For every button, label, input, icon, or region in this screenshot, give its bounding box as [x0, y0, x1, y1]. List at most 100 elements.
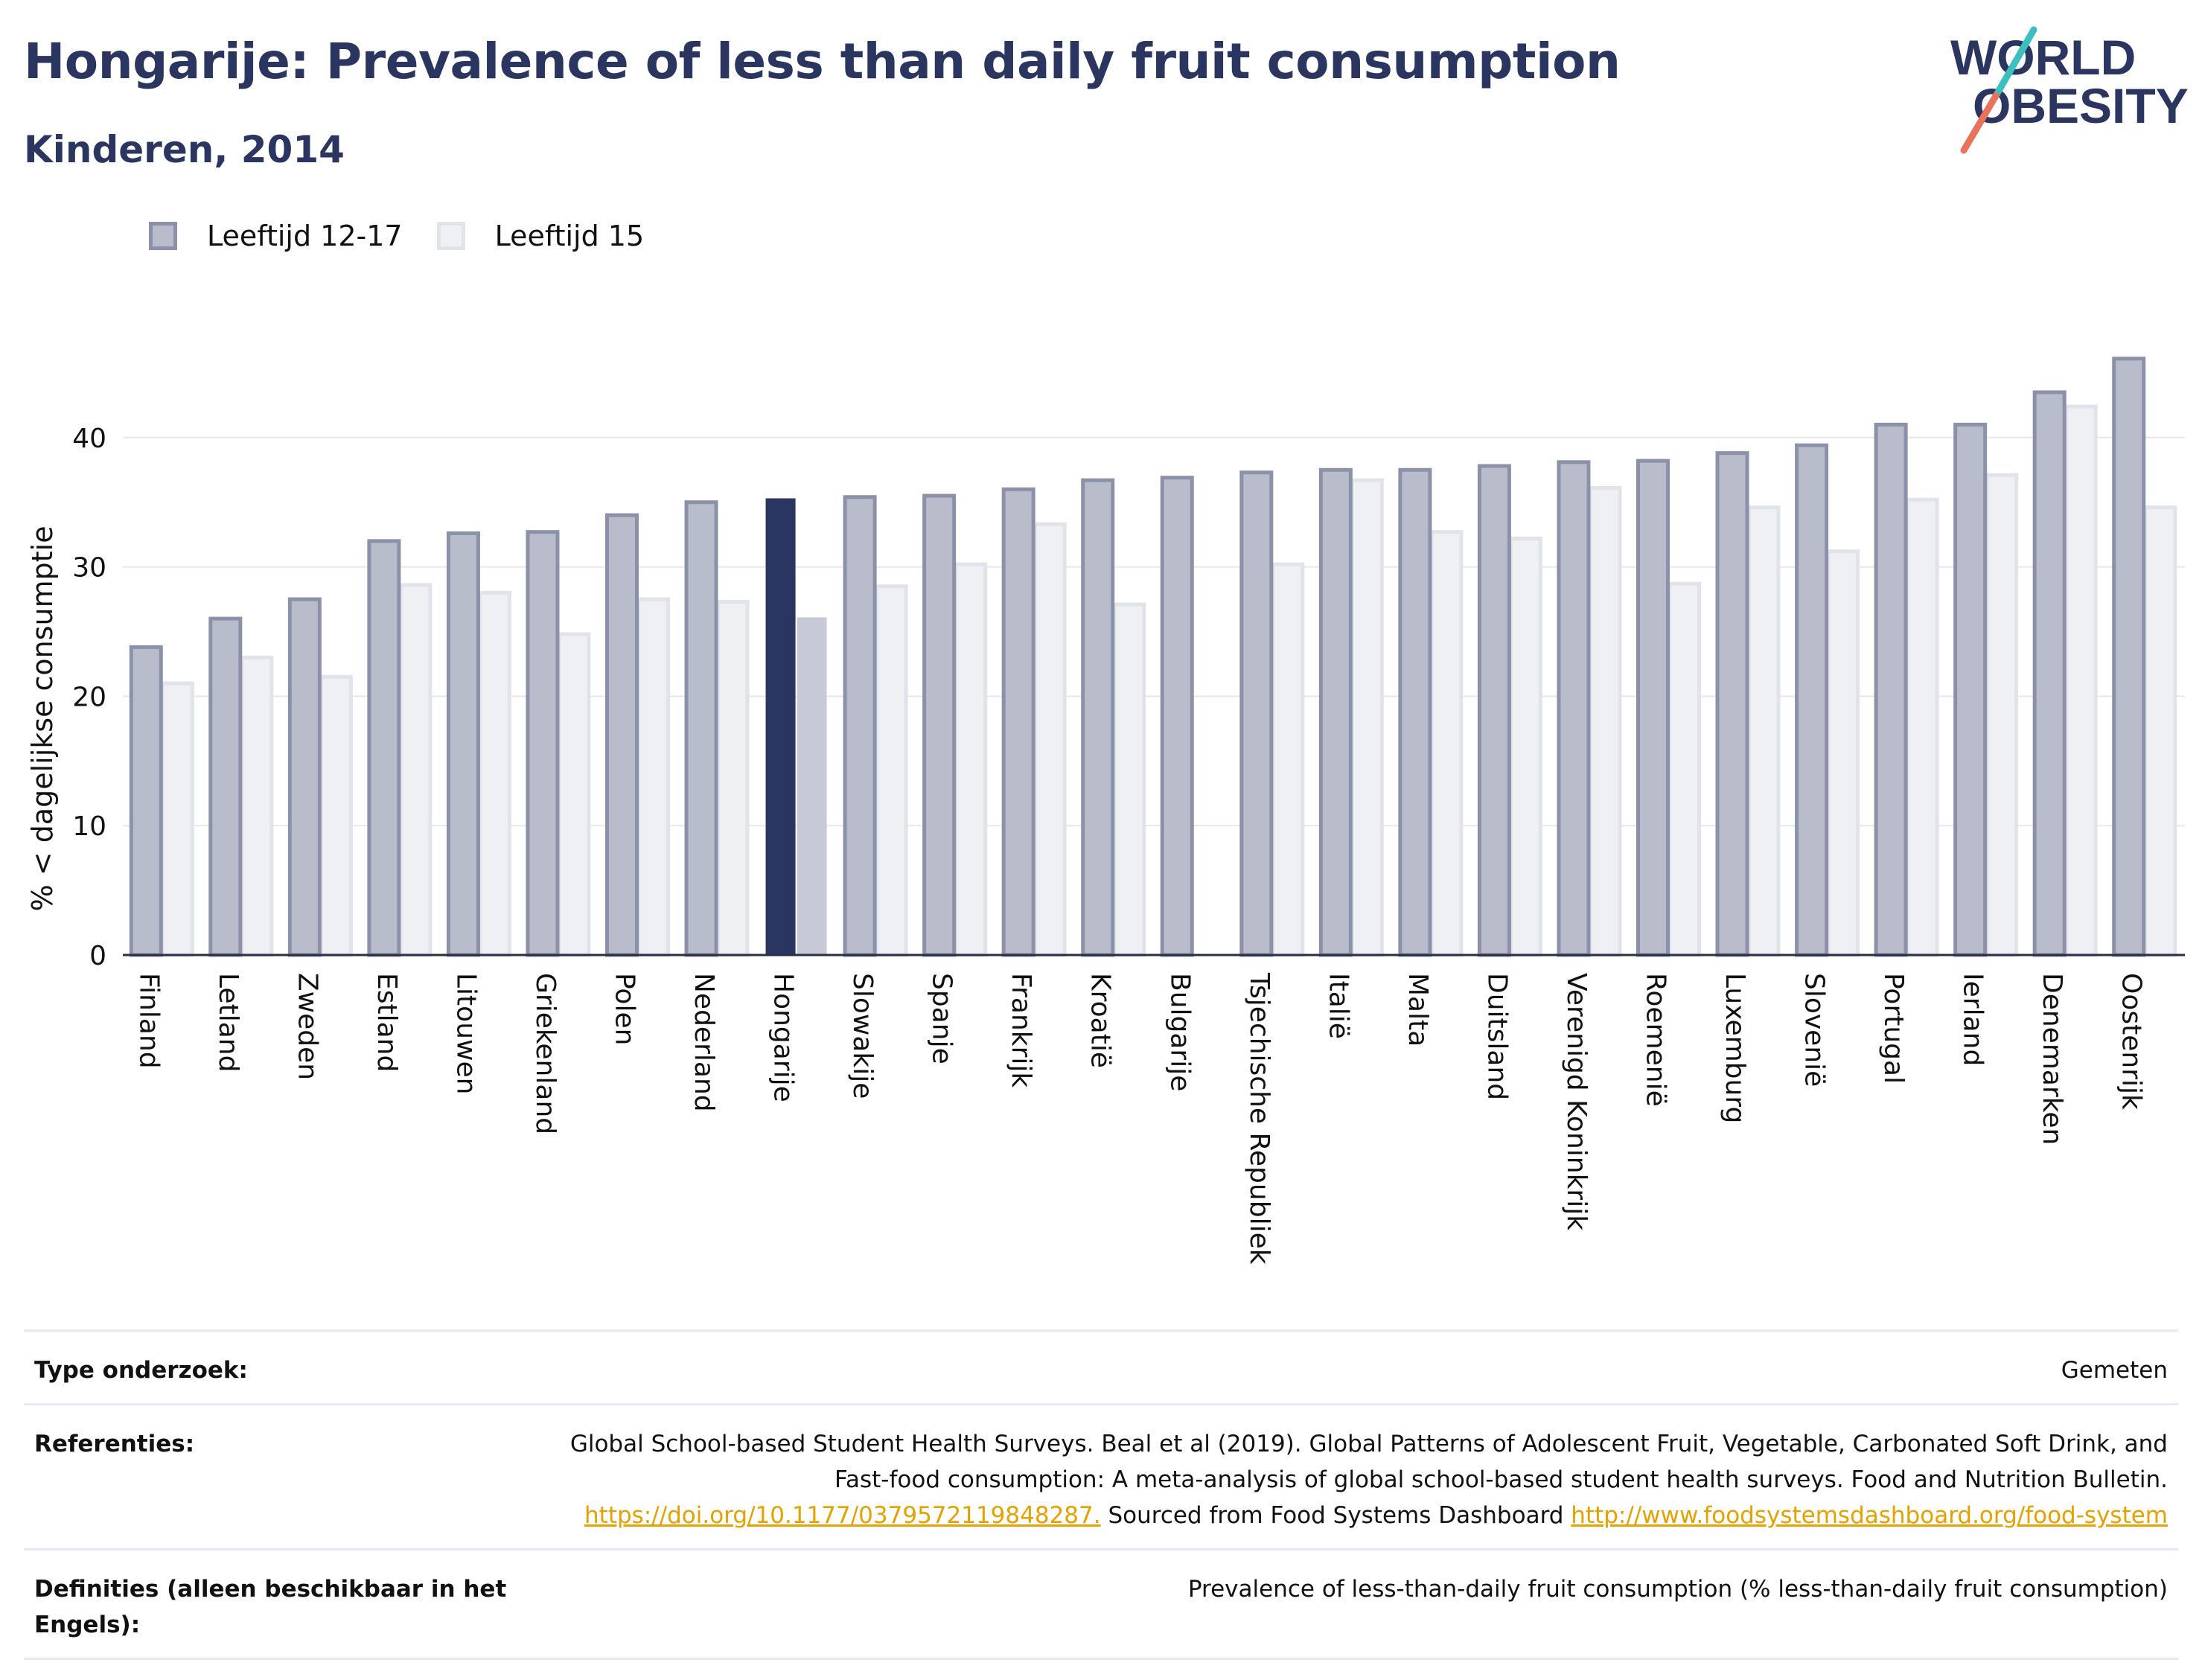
legend-swatch-15: [436, 222, 465, 250]
x-tick-label: Litouwen: [450, 973, 481, 1094]
x-tick-label: Kroatië: [1085, 973, 1116, 1068]
bar-leeftijd-12-17: [1398, 467, 1432, 957]
bar-leeftijd-12-17: [1874, 422, 1908, 957]
bar-leeftijd-15: [874, 584, 908, 957]
x-tick-label: Finland: [133, 973, 164, 1069]
bar-leeftijd-15: [160, 681, 194, 957]
bar-leeftijd-15: [715, 600, 750, 957]
chart-legend: Leeftijd 12-17 Leeftijd 15: [149, 220, 644, 252]
x-tick-label: Oostenrijk: [2116, 973, 2147, 1110]
bar-leeftijd-12-17: [526, 530, 560, 957]
bar-leeftijd-12-17: [2112, 357, 2146, 957]
x-tick-label: Slowakije: [847, 973, 878, 1099]
bar-leeftijd-12-17: [1001, 487, 1035, 957]
bar-leeftijd-15: [240, 655, 274, 957]
bar-leeftijd-15: [1508, 536, 1542, 957]
bar-leeftijd-12-17: [208, 616, 243, 957]
info-label-references: Referenties:: [34, 1431, 195, 1457]
chart-subtitle: Kinderen, 2014: [24, 128, 345, 171]
bar-leeftijd-15: [319, 674, 353, 957]
bar-leeftijd-12-17: [446, 531, 480, 957]
info-table: Type onderzoek: Gemeten Referenties: Glo…: [24, 1329, 2178, 1660]
bar-leeftijd-12-17: [1557, 460, 1591, 957]
info-label-definitions: Definities (alleen beschikbaar in het En…: [34, 1576, 507, 1638]
x-tick-label: Tsjechische Republiek: [1244, 972, 1274, 1265]
x-tick-label: Luxemburg: [1720, 973, 1750, 1123]
bar-leeftijd-12-17: [1636, 459, 1670, 957]
legend-swatch-12-17: [149, 222, 177, 250]
bar-leeftijd-12-17: [765, 498, 796, 955]
x-tick-label: Malta: [1402, 973, 1433, 1047]
bar-leeftijd-15: [1112, 602, 1146, 957]
bar-chart: 0 10 20 30 40 % < dagelijkse consumptie Finlan…: [26, 357, 2185, 1265]
bar-leeftijd-12-17: [684, 500, 718, 957]
x-tick-label: Bulgarije: [1164, 973, 1195, 1091]
x-tick-label: Spanje: [927, 973, 957, 1064]
bar-leeftijd-15: [2064, 404, 2098, 957]
chart-title: Hongarije: Prevalence of less than daily…: [24, 33, 1621, 90]
bar-leeftijd-12-17: [843, 495, 877, 957]
x-tick-label: Letland: [213, 973, 243, 1072]
bar-leeftijd-12-17: [1715, 451, 1749, 957]
legend-item-15[interactable]: Leeftijd 15: [436, 220, 645, 252]
x-tick-label: Griekenland: [530, 973, 561, 1134]
bar-leeftijd-12-17: [129, 645, 163, 957]
bar-leeftijd-12-17: [1953, 422, 1988, 957]
bar-leeftijd-12-17: [1160, 476, 1194, 957]
bar-leeftijd-12-17: [1795, 443, 1829, 957]
bar-leeftijd-15: [1271, 562, 1305, 957]
info-label-survey-type: Type onderzoek:: [34, 1357, 248, 1384]
y-tick-label: 30: [72, 553, 106, 584]
x-tick-label: Slovenië: [1799, 973, 1830, 1087]
y-tick-label: 40: [72, 424, 106, 454]
bar-leeftijd-15: [477, 590, 511, 957]
x-tick-label: Italië: [1323, 973, 1353, 1039]
info-row-definitions: Definities (alleen beschikbaar in het En…: [24, 1548, 2178, 1660]
legend-label-12-17: Leeftijd 12-17: [207, 220, 403, 252]
x-tick-label: Hongarije: [768, 973, 799, 1102]
legend-item-12-17[interactable]: Leeftijd 12-17: [149, 220, 403, 252]
bar-leeftijd-12-17: [1318, 467, 1353, 957]
x-tick-label: Zweden: [292, 973, 322, 1080]
info-row-references: Referenties: Global School-based Student…: [24, 1403, 2178, 1548]
logo-line2: OBESITY: [1973, 78, 2189, 133]
dashboard-link[interactable]: http://www.foodsystemsdashboard.org/food…: [1571, 1502, 2168, 1529]
x-tick-label: Polen: [610, 973, 640, 1045]
legend-label-15: Leeftijd 15: [494, 220, 645, 252]
y-tick-label: 0: [89, 941, 106, 971]
bar-leeftijd-12-17: [2032, 390, 2067, 957]
world-obesity-logo: WORLD OBESITY: [1950, 26, 2189, 154]
bar-leeftijd-15: [1905, 497, 1939, 957]
reference-text: Global School-based Student Health Surve…: [569, 1431, 2168, 1493]
y-axis-title: % < dagelijkse consumptie: [26, 526, 59, 911]
doi-link[interactable]: https://doi.org/10.1177/0379572119848287…: [584, 1502, 1101, 1529]
y-tick-label: 20: [72, 682, 106, 712]
bar-leeftijd-15: [398, 583, 433, 957]
bar-leeftijd-15: [1668, 581, 1701, 957]
bar-leeftijd-12-17: [922, 494, 957, 957]
bar-leeftijd-12-17: [1239, 470, 1274, 957]
x-tick-label: Roemenië: [1641, 973, 1671, 1107]
x-tick-label: Frankrijk: [1006, 973, 1036, 1087]
bar-leeftijd-15: [1588, 486, 1622, 957]
bar-leeftijd-15: [954, 562, 988, 957]
bar-leeftijd-15: [1746, 505, 1781, 957]
x-tick-label: Verenigd Koninkrijk: [1561, 973, 1592, 1230]
bar-leeftijd-12-17: [1477, 464, 1511, 957]
bar-leeftijd-15: [1350, 478, 1384, 957]
bar-leeftijd-15: [797, 617, 827, 955]
bar-leeftijd-12-17: [367, 539, 401, 957]
bar-leeftijd-15: [1033, 522, 1067, 957]
info-value-survey-type: Gemeten: [2061, 1357, 2168, 1384]
bar-leeftijd-15: [1985, 473, 2019, 957]
x-tick-label: Denemarken: [2037, 973, 2067, 1145]
bar-leeftijd-15: [2143, 505, 2177, 957]
info-value-definitions: Prevalence of less-than-daily fruit cons…: [1187, 1576, 2168, 1603]
bar-leeftijd-15: [1429, 530, 1464, 957]
logo-line1: WORLD: [1950, 30, 2136, 85]
x-tick-label: Ierland: [1958, 973, 1988, 1066]
y-tick-label: 10: [72, 811, 106, 842]
x-tick-label: Estland: [371, 973, 402, 1072]
reference-source-text: Sourced from Food Systems Dashboard: [1100, 1502, 1571, 1529]
info-row-survey-type: Type onderzoek: Gemeten: [24, 1329, 2178, 1403]
